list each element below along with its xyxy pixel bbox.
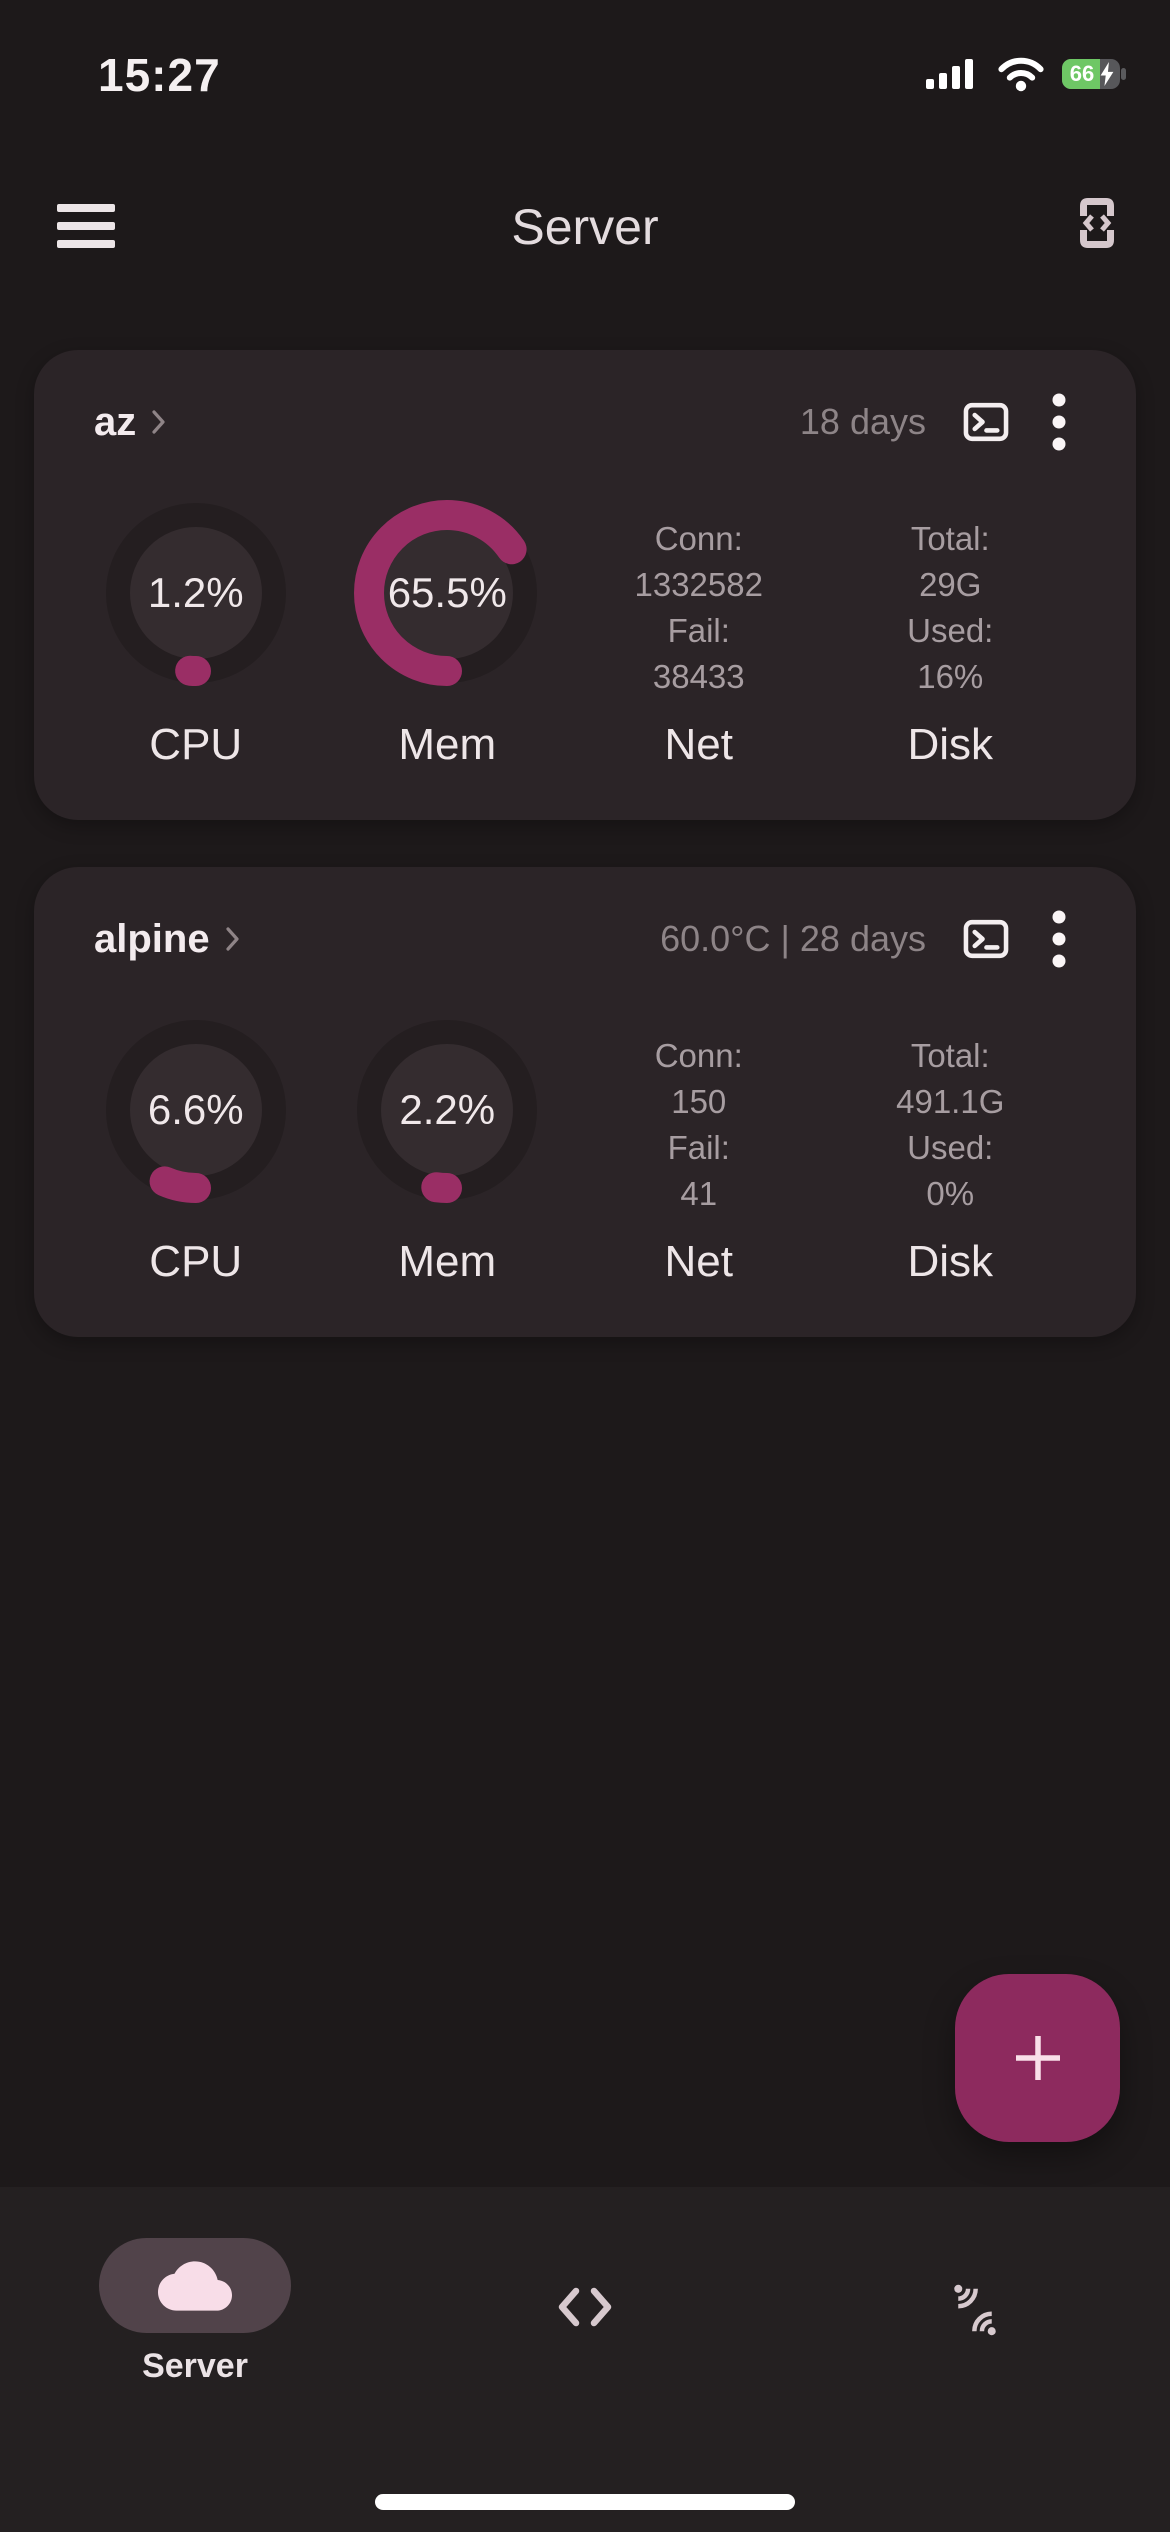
mem-gauge: 65.5%: [352, 498, 542, 688]
terminal-icon: [963, 919, 1009, 959]
cpu-label: CPU: [149, 720, 243, 769]
tab-server[interactable]: [99, 2238, 291, 2333]
terminal-button[interactable]: [960, 396, 1012, 448]
wifi-icon: [998, 57, 1044, 92]
cpu-label: CPU: [149, 1237, 243, 1286]
net-label: Net: [664, 720, 733, 769]
menu-button[interactable]: [57, 204, 115, 248]
tab-snippets[interactable]: [554, 2286, 616, 2328]
developer-mode-button[interactable]: [1074, 190, 1120, 256]
tab-ping[interactable]: [948, 2281, 1002, 2339]
status-bar: 15:27 66: [0, 0, 1170, 130]
charging-bolt-icon: [1100, 62, 1114, 86]
tab-server-label: Server: [142, 2347, 248, 2385]
temp-uptime-text: 60.0°C | 28 days: [660, 918, 926, 959]
cpu-gauge: 1.2%: [101, 498, 291, 688]
battery-fill: [1062, 59, 1101, 89]
code-icon: [558, 2287, 612, 2327]
app-bar: Server: [0, 190, 1170, 270]
disk-stats: Total: 491.1G Used: 0%: [896, 1037, 1005, 1212]
mem-percent: 2.2%: [399, 1086, 496, 1133]
mem-label: Mem: [398, 720, 497, 769]
clock: 15:27: [98, 49, 221, 101]
cpu-percent: 6.6%: [147, 1086, 244, 1133]
leak-signal-icon: [954, 2284, 996, 2336]
mem-percent: 65.5%: [387, 569, 507, 616]
terminal-button[interactable]: [960, 913, 1012, 965]
bottom-nav: Server: [0, 2187, 1170, 2532]
battery-percent: 66: [1069, 61, 1095, 86]
developer-mode-icon: [1080, 198, 1114, 248]
home-indicator[interactable]: [375, 2494, 795, 2510]
cpu-gauge: 6.6%: [101, 1015, 291, 1205]
server-card[interactable]: alpine 60.0°C | 28 days: [34, 867, 1136, 1337]
server-card[interactable]: az 18 days: [34, 350, 1136, 820]
cpu-percent: 1.2%: [147, 569, 244, 616]
mem-gauge: 2.2%: [352, 1015, 542, 1205]
terminal-icon: [963, 402, 1009, 442]
chevron-right-icon: [224, 924, 242, 954]
kebab-icon: [1052, 393, 1066, 451]
net-stats: Conn: 150 Fail: 41: [654, 1037, 743, 1212]
disk-label: Disk: [907, 1237, 994, 1286]
more-options-button[interactable]: [1052, 908, 1066, 970]
net-stats: Conn: 1332582 Fail: 38433: [634, 520, 763, 695]
cellular-signal-icon: [926, 59, 973, 89]
add-server-button[interactable]: [955, 1974, 1120, 2142]
kebab-icon: [1052, 910, 1066, 968]
disk-stats: Total: 29G Used: 16%: [907, 520, 994, 695]
server-name[interactable]: az: [94, 399, 137, 444]
battery-cap: [1121, 68, 1126, 80]
cloud-icon: [158, 2260, 232, 2311]
server-name[interactable]: alpine: [94, 916, 210, 961]
chevron-right-icon: [150, 407, 168, 437]
plus-icon: [1015, 2036, 1060, 2080]
more-options-button[interactable]: [1052, 391, 1066, 453]
page-title: Server: [511, 199, 659, 255]
mem-label: Mem: [398, 1237, 497, 1286]
battery-indicator: 66: [1062, 59, 1126, 89]
disk-label: Disk: [907, 720, 994, 769]
net-label: Net: [664, 1237, 733, 1286]
uptime-text: 18 days: [799, 401, 926, 442]
